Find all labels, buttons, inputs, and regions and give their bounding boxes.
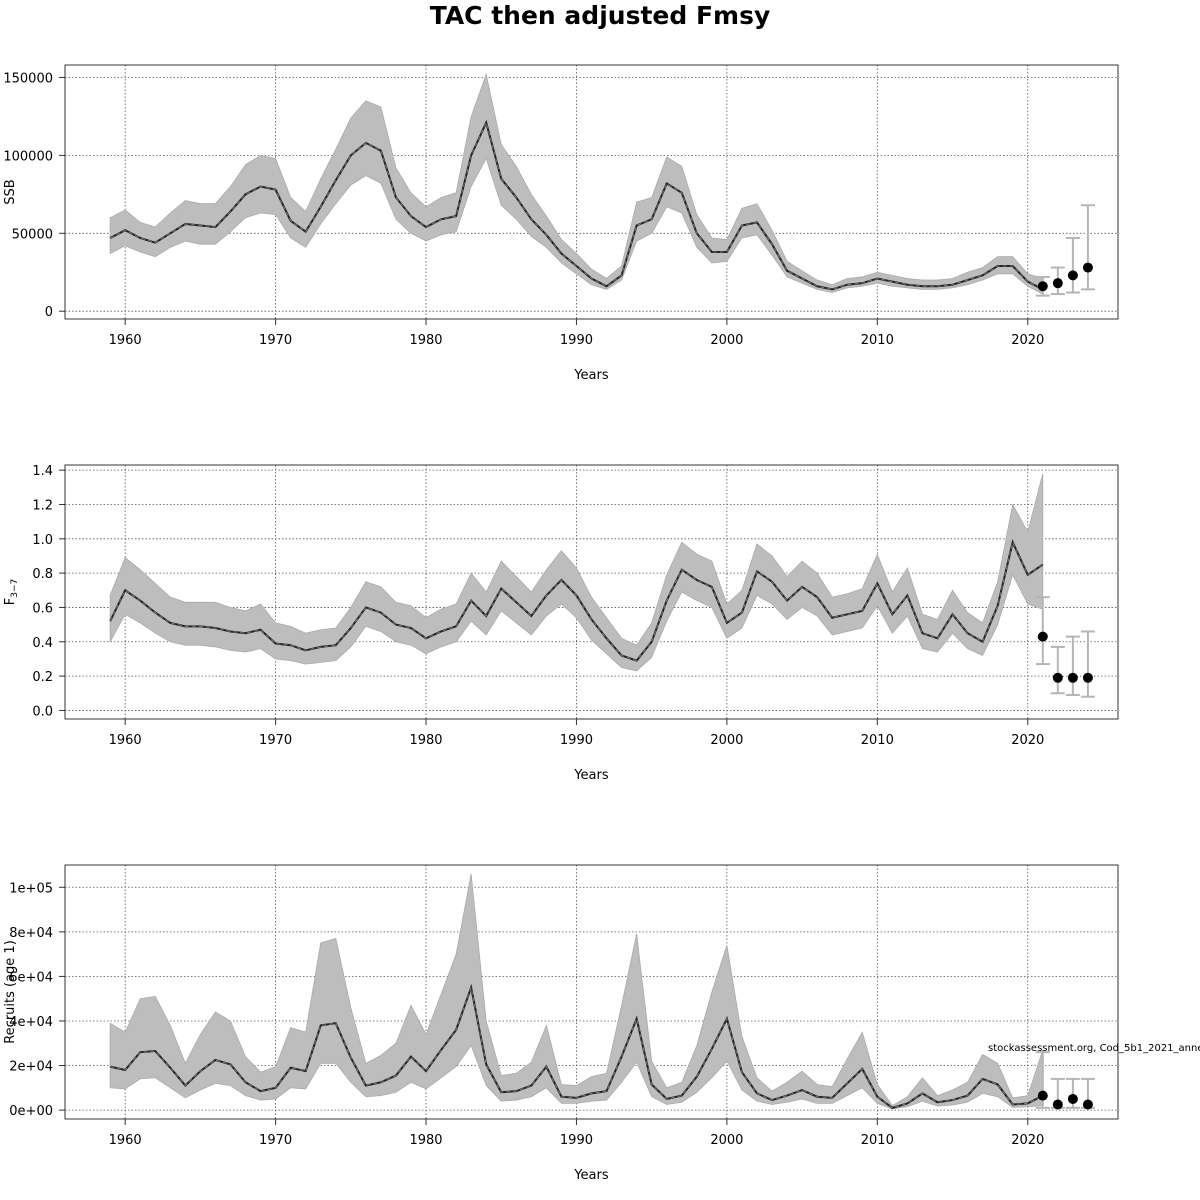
forecast-point: [1037, 1090, 1048, 1101]
forecast-point: [1067, 672, 1078, 683]
x-tick-label: 1960: [109, 1133, 142, 1148]
y-tick-label: 0.0: [32, 704, 53, 719]
forecast-point: [1037, 631, 1048, 642]
ssb-panel: 1960 1970 1980 1990 2000 2010 2020 Years 0 50000 1…: [3, 64, 1119, 383]
x-tick-label: 2020: [1011, 333, 1044, 348]
recruits-panel: 1960 1970 1980 1990 2000 2010 2020 Years 0e+00 2e…: [3, 864, 1119, 1183]
forecast-point: [1052, 1099, 1063, 1110]
estimate-line-dashes: [109, 121, 1043, 290]
y-tick-label: 1e+05: [9, 881, 53, 896]
y-tick-label: 100000: [3, 149, 53, 164]
x-axis-title: Years: [573, 768, 609, 783]
y-tick-label: 150000: [3, 71, 53, 86]
x-tick-label: 2010: [861, 1133, 894, 1148]
y-tick-label: 0e+00: [9, 1104, 53, 1119]
x-tick-label: 1970: [259, 733, 292, 748]
y-tick-label: 4e+04: [9, 1015, 53, 1030]
forecast-point: [1067, 270, 1078, 281]
figure-title: TAC then adjusted Fmsy: [430, 1, 771, 30]
y-tick-label: 0.2: [32, 670, 53, 685]
forecast-point: [1037, 281, 1048, 292]
forecast-point: [1082, 1099, 1093, 1110]
y-tick-label: 8e+04: [9, 926, 53, 941]
y-tick-label: 1.2: [32, 498, 53, 513]
x-tick-label: 2010: [861, 333, 894, 348]
y-tick-label: 0.8: [32, 567, 53, 582]
estimate-line-dashes: [110, 986, 1043, 1109]
forecast-point: [1052, 672, 1063, 683]
x-tick-label: 2020: [1011, 733, 1044, 748]
plot-frame: [64, 464, 1119, 720]
x-tick-label: 2000: [710, 1133, 743, 1148]
x-tick-label: 1960: [109, 333, 142, 348]
y-axis-title: SSB: [3, 179, 18, 204]
y-tick-label: 1.4: [32, 464, 53, 479]
x-tick-label: 1980: [409, 733, 442, 748]
forecast-point: [1082, 672, 1093, 683]
forecast-point: [1052, 278, 1063, 289]
x-tick-label: 1960: [109, 733, 142, 748]
source-annotation: stockassessment.org, Cod_5b1_2021_annex: [988, 1043, 1200, 1054]
x-tick-label: 2000: [710, 733, 743, 748]
x-tick-label: 2020: [1011, 1133, 1044, 1148]
y-tick-label: 0: [45, 305, 53, 320]
x-tick-label: 2000: [710, 333, 743, 348]
estimate-line-dashes: [109, 541, 1044, 662]
x-axis-title: Years: [573, 368, 609, 383]
x-tick-label: 1970: [259, 333, 292, 348]
forecast-point: [1082, 262, 1093, 273]
y-tick-label: 6e+04: [9, 970, 53, 985]
y-tick-label: 0.4: [32, 636, 53, 651]
x-tick-label: 1990: [560, 333, 593, 348]
x-tick-label: 1980: [409, 333, 442, 348]
y-axis-title: F3−7: [3, 579, 20, 605]
y-tick-label: 1.0: [32, 533, 53, 548]
x-tick-label: 1990: [560, 1133, 593, 1148]
y-axis-title: Recruits (age 1): [3, 940, 18, 1044]
y-tick-label: 0.6: [32, 601, 53, 616]
x-axis-title: Years: [573, 1168, 609, 1183]
x-tick-label: 1980: [409, 1133, 442, 1148]
x-tick-label: 2010: [861, 733, 894, 748]
y-tick-label: 50000: [12, 227, 53, 242]
y-tick-label: 2e+04: [9, 1060, 53, 1075]
x-tick-label: 1970: [259, 1133, 292, 1148]
forecast-point: [1067, 1093, 1078, 1104]
fishing-mortality-panel: 1960 1970 1980 1990 2000 2010 2020 Years 0.0 0.2 0…: [3, 464, 1119, 783]
x-tick-label: 1990: [560, 733, 593, 748]
